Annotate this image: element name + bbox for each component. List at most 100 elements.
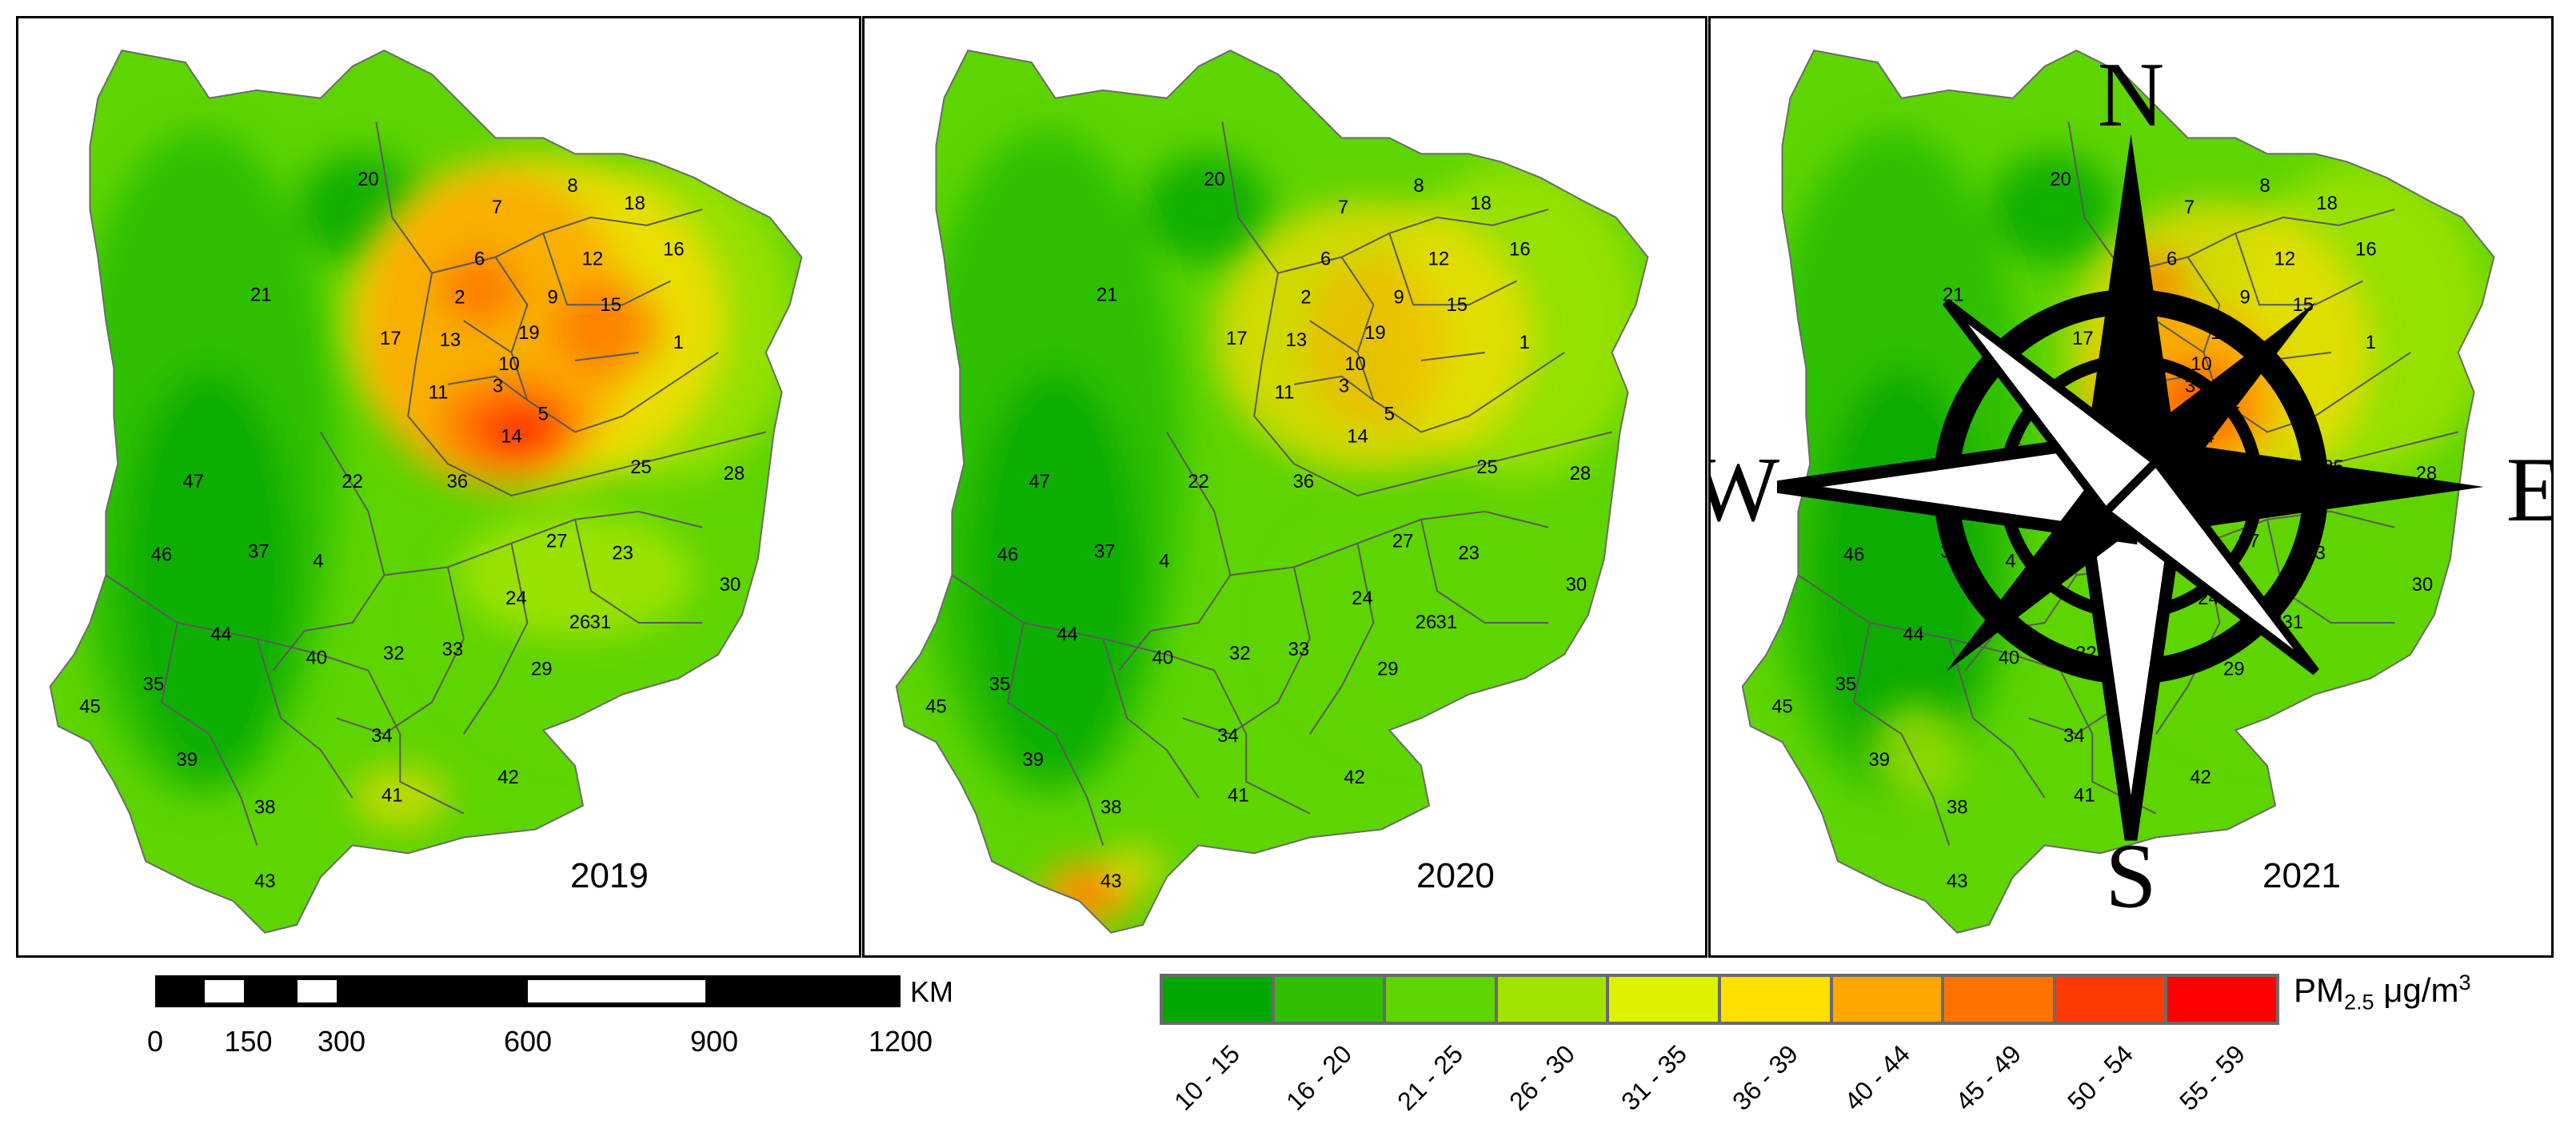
region-label: 38 [254, 797, 276, 819]
legend-class-label: 45 - 49 [1950, 1039, 2027, 1116]
region-labels: 1234567891011121314151617181920212223242… [925, 169, 1591, 892]
legend-swatch [1609, 977, 1718, 1022]
region-label: 9 [1394, 286, 1404, 308]
legend-class-label: 50 - 54 [2062, 1039, 2139, 1116]
region-label: 31 [590, 612, 612, 633]
region-label: 18 [2316, 193, 2338, 214]
region-label: 12 [582, 249, 604, 270]
region-label: 19 [1364, 322, 1386, 344]
region-label: 46 [151, 544, 173, 565]
region-label: 29 [531, 659, 553, 680]
map-panel-2019: 1 2 3 4 5 6 7 8 9 10 11 12 13 14 15 16 17 18 19 20 21 22 23 24 2… [16, 16, 861, 958]
region-label: 24 [505, 588, 527, 609]
region-labels: 1234567891011121314151617181920212223242… [79, 169, 745, 892]
region-label: 2 [1300, 286, 1311, 308]
region-label: 28 [724, 463, 745, 484]
region-label: 11 [429, 382, 449, 404]
color-legend [1160, 974, 2279, 1025]
region-label: 41 [2074, 785, 2095, 807]
region-label: 14 [1347, 425, 1368, 447]
region-label: 21 [1096, 284, 1118, 305]
region-label: 19 [518, 322, 540, 344]
region-label: 17 [380, 328, 401, 349]
region-label: 39 [177, 749, 198, 771]
legend-swatch [1720, 977, 1830, 1022]
region-label: 1 [1520, 332, 1530, 353]
region-label: 40 [1999, 648, 2020, 669]
region-label: 13 [1286, 329, 1308, 351]
pm25-map-2019: 1234567891011121314151617181920212223242… [49, 50, 803, 934]
region-label: 3 [493, 376, 503, 397]
region-label: 41 [1228, 785, 1249, 807]
compass-south-label: S [2105, 826, 2156, 928]
region-label: 7 [492, 197, 502, 218]
region-label: 33 [1288, 639, 1310, 660]
region-label: 22 [1188, 471, 1209, 492]
region-label: 18 [624, 193, 645, 214]
region-label: 16 [663, 239, 685, 261]
province-boundaries [105, 122, 766, 846]
region-label: 34 [371, 725, 393, 747]
region-label: 32 [383, 643, 405, 664]
region-label: 27 [546, 531, 568, 552]
region-label: 1 [2366, 332, 2376, 353]
region-label: 12 [2274, 249, 2296, 270]
legend-class-label: 26 - 30 [1504, 1039, 1581, 1116]
compass-north-label: N [2098, 44, 2165, 146]
province-boundaries [951, 122, 1612, 846]
region-label: 42 [2190, 767, 2211, 788]
compass-rose-icon: N S E W [1711, 44, 2551, 928]
pm25-surface [896, 50, 1648, 933]
region-label: 7 [1338, 197, 1348, 218]
panel-year-label: 2021 [2262, 856, 2341, 895]
region-label: 20 [357, 169, 379, 190]
region-label: 37 [248, 540, 270, 562]
scale-tick-label: 900 [689, 1025, 739, 1058]
pm25-map-2020: 1234567891011121314151617181920212223242… [895, 50, 1649, 934]
study-area-outline [1741, 50, 2495, 934]
region-label: 17 [2072, 328, 2094, 349]
region-label: 10 [1344, 353, 1366, 375]
region-label: 40 [306, 648, 328, 669]
region-label: 46 [997, 544, 1019, 565]
pm25-surface [50, 50, 802, 933]
region-label: 35 [989, 674, 1011, 696]
region-label: 13 [440, 329, 461, 351]
legend-class-label: 55 - 59 [2173, 1039, 2251, 1116]
region-label: 4 [1159, 550, 1169, 572]
region-label: 44 [210, 624, 232, 645]
region-label: 25 [1476, 456, 1498, 478]
scale-tick-label: 600 [503, 1025, 553, 1058]
region-label: 8 [2259, 175, 2270, 197]
region-label: 20 [1204, 169, 1225, 190]
region-label: 43 [1947, 871, 1968, 892]
region-label: 40 [1152, 648, 1174, 669]
region-label: 4 [2005, 550, 2015, 572]
region-label: 27 [1392, 531, 1414, 552]
region-label: 31 [1436, 612, 1458, 633]
region-label: 29 [2223, 659, 2245, 680]
legend-swatch [1497, 977, 1607, 1022]
region-label: 39 [1869, 749, 1891, 771]
region-label: 8 [1413, 175, 1424, 197]
region-label: 26 [1416, 612, 1437, 633]
region-label: 23 [612, 542, 633, 564]
region-label: 9 [548, 286, 558, 308]
region-label: 29 [1377, 659, 1399, 680]
legend-class-label: 31 - 35 [1615, 1039, 1692, 1116]
region-label: 30 [1566, 574, 1588, 596]
panel-year-label: 2019 [570, 856, 649, 895]
region-label: 34 [1217, 725, 1239, 747]
region-label: 8 [567, 175, 577, 197]
region-label: 14 [501, 425, 522, 447]
region-label: 35 [1835, 674, 1857, 696]
panel-year-label: 2020 [1416, 856, 1495, 895]
region-label: 42 [1344, 767, 1365, 788]
region-label: 1 [673, 332, 684, 353]
region-label: 38 [1947, 797, 1968, 819]
region-label: 32 [1229, 643, 1251, 664]
region-label: 6 [1320, 249, 1331, 270]
map-panel-2021: 1234567891011121314151617181920212223242… [1708, 16, 2554, 958]
region-label: 35 [143, 674, 165, 696]
region-label: 26 [569, 612, 591, 633]
